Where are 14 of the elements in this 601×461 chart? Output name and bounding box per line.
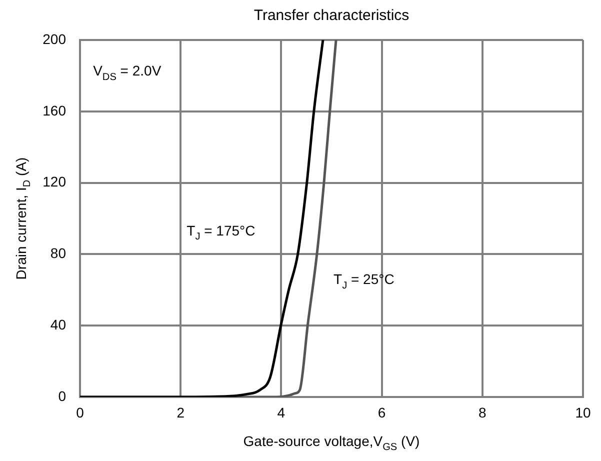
x-tick-label: 2 [176, 404, 185, 420]
y-tick-label: 160 [42, 102, 66, 118]
y-tick-label: 120 [42, 174, 66, 190]
x-tick-label: 6 [378, 404, 386, 420]
y-tick-label: 200 [42, 30, 66, 47]
x-tick-label: 4 [277, 404, 286, 420]
y-axis-title: Drain current, ID (A) [13, 157, 34, 280]
x-tick-label: 0 [76, 404, 84, 420]
x-tick-label: 8 [478, 404, 486, 420]
chart-title: Transfer characteristics [254, 7, 410, 24]
y-tick-label: 0 [58, 388, 66, 404]
y-tick-label: 40 [50, 316, 66, 332]
y-tick-label: 80 [50, 245, 66, 262]
x-tick-label: 10 [575, 404, 591, 420]
